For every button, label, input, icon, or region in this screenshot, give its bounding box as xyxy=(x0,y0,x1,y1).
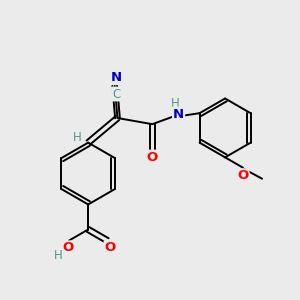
Text: N: N xyxy=(111,71,122,84)
Text: O: O xyxy=(237,169,249,182)
Text: O: O xyxy=(147,151,158,164)
Text: C: C xyxy=(112,88,120,100)
Text: O: O xyxy=(62,242,73,254)
Text: H: H xyxy=(53,249,62,262)
Text: O: O xyxy=(105,242,116,254)
Text: H: H xyxy=(73,131,81,144)
Text: N: N xyxy=(173,107,184,121)
Text: H: H xyxy=(171,97,180,110)
